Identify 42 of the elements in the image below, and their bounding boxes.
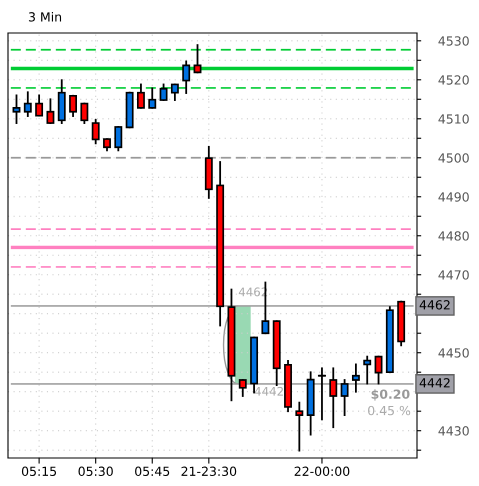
candlestick bbox=[170, 84, 179, 101]
y-tick-label: 4480 bbox=[438, 231, 469, 241]
y-tick-label: 4520 bbox=[438, 75, 469, 85]
candlestick bbox=[136, 84, 145, 109]
x-tick-label: 05:15 bbox=[22, 466, 56, 476]
candlestick bbox=[194, 44, 202, 74]
candlestick bbox=[92, 119, 100, 144]
candlestick bbox=[35, 94, 44, 117]
candlestick bbox=[318, 367, 326, 420]
candlestick bbox=[238, 379, 247, 397]
annotation: 0.45 % bbox=[368, 406, 410, 416]
ref-line-label: 4462 bbox=[420, 300, 450, 310]
candlestick bbox=[69, 94, 77, 117]
candlestick bbox=[374, 356, 382, 384]
x-tick-label: 05:45 bbox=[135, 466, 170, 476]
candlestick bbox=[340, 379, 349, 416]
x-tick-label: 21-23:30 bbox=[182, 466, 236, 476]
candlestick bbox=[295, 402, 304, 452]
candlestick bbox=[12, 94, 20, 124]
y-tick-label: 4510 bbox=[438, 114, 469, 124]
candlestick bbox=[352, 364, 360, 393]
ref-line-label: 4442 bbox=[420, 378, 450, 388]
candlestick bbox=[114, 126, 122, 152]
candlestick bbox=[46, 98, 54, 124]
y-tick-label: 4470 bbox=[438, 270, 469, 280]
candlestick bbox=[103, 138, 111, 152]
chart-title: 3 Min bbox=[28, 12, 62, 22]
y-tick-label: 4500 bbox=[438, 153, 469, 163]
y-tick-label: 4430 bbox=[438, 426, 469, 436]
candlestick bbox=[24, 91, 32, 117]
y-tick-label: 4530 bbox=[438, 36, 469, 46]
candlestick bbox=[182, 60, 190, 94]
x-tick-label: 22-00:00 bbox=[294, 466, 350, 476]
candlestick bbox=[329, 367, 338, 428]
y-tick-label: 4450 bbox=[438, 348, 469, 358]
candlestick bbox=[160, 84, 168, 101]
y-tick-label: 4490 bbox=[438, 192, 469, 202]
candlestick bbox=[80, 102, 88, 124]
candlestick bbox=[363, 356, 372, 384]
x-tick-label: 05:30 bbox=[78, 466, 113, 476]
candlestick bbox=[148, 87, 156, 109]
annotation: $0.20 bbox=[372, 389, 410, 401]
